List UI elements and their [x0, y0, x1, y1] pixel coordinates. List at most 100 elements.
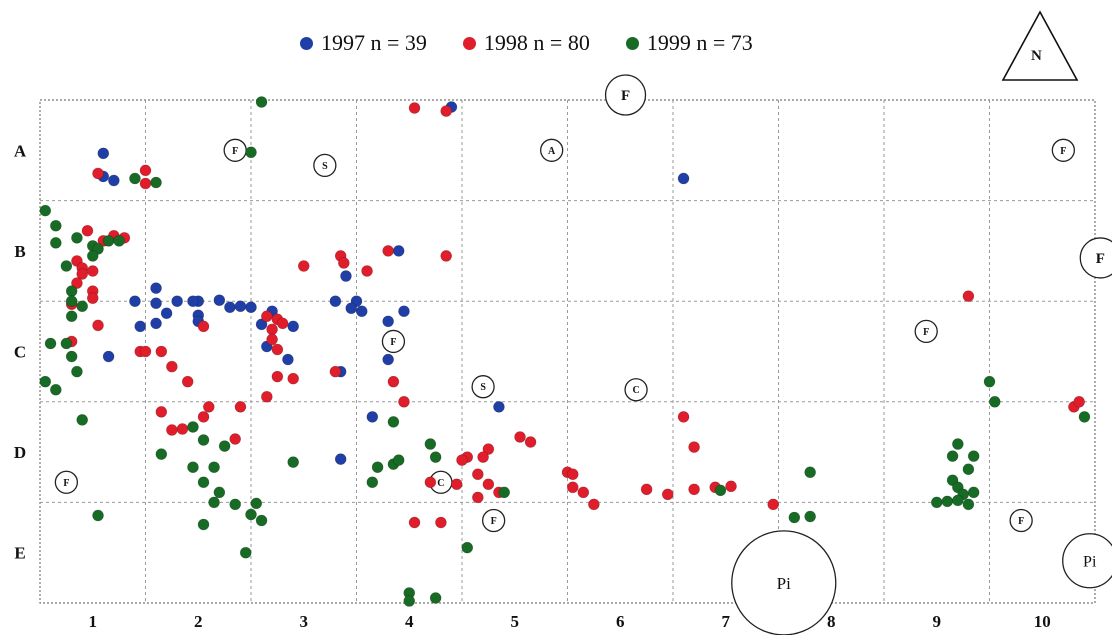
data-point-1998 [271, 343, 284, 356]
data-point-1999 [250, 497, 263, 510]
data-point-1999 [218, 440, 231, 452]
data-point-1997 [97, 147, 110, 160]
annotation-label: Pi [1083, 553, 1097, 570]
data-point-1999 [187, 461, 199, 473]
data-point-1998 [261, 390, 273, 403]
data-point-1998 [338, 257, 350, 269]
annotation-label: S [480, 382, 486, 393]
data-point-1999 [429, 592, 442, 604]
data-point-1998 [76, 268, 88, 280]
data-point-1998 [456, 454, 468, 466]
annotation-label: F [491, 516, 497, 527]
data-point-1998 [482, 443, 495, 455]
data-point-1997 [677, 172, 690, 185]
data-point-1998 [197, 411, 210, 423]
data-point-1999 [962, 463, 975, 476]
data-point-1998 [203, 401, 215, 413]
legend-item-1999: 1999 n = 73 [625, 30, 753, 56]
data-point-1999 [967, 486, 980, 499]
data-point-1999 [952, 494, 964, 507]
data-point-1998 [482, 478, 495, 491]
x-tick-label: 2 [194, 612, 203, 631]
data-point-1999 [229, 498, 241, 511]
data-point-1998 [176, 423, 189, 435]
data-point-1998 [92, 319, 104, 332]
data-point-1997 [224, 301, 236, 314]
data-point-1998 [688, 483, 700, 496]
data-point-1999 [197, 434, 210, 446]
data-point-1998 [139, 345, 152, 358]
data-point-1999 [65, 295, 78, 308]
data-point-1999 [113, 235, 125, 247]
data-point-1997 [398, 305, 410, 318]
annotation-circle [914, 319, 938, 344]
annotation-circle [624, 378, 648, 402]
x-tick-label: 5 [511, 612, 520, 631]
data-point-1999 [86, 250, 99, 262]
data-point-1998 [477, 451, 489, 463]
data-point-1999 [788, 511, 801, 524]
annotation-label: S [322, 161, 328, 172]
annotation-label: C [437, 478, 444, 489]
data-point-1999 [187, 421, 199, 433]
data-point-1998 [71, 277, 83, 289]
data-point-1998 [424, 476, 437, 489]
data-point-1999 [498, 486, 511, 499]
annotation-label: C [632, 385, 639, 396]
data-point-1998 [181, 375, 194, 388]
annotation-circle [1079, 237, 1112, 279]
data-point-1999 [50, 219, 62, 232]
data-point-1998 [287, 372, 300, 385]
annotation-circle [313, 153, 337, 178]
data-point-1999 [952, 438, 964, 450]
north-label: N [1031, 48, 1042, 64]
data-point-1998 [382, 245, 394, 257]
data-point-1997 [382, 315, 394, 328]
x-tick-label: 7 [722, 612, 731, 631]
data-point-1999 [71, 365, 83, 378]
chart-legend: 1997 n = 39 1998 n = 80 1999 n = 73 [300, 30, 753, 56]
data-point-1997 [382, 353, 394, 366]
data-point-1998 [725, 480, 737, 493]
data-point-1999 [71, 232, 83, 244]
data-point-1999 [39, 204, 52, 217]
data-point-1999 [371, 461, 384, 473]
data-point-1998 [677, 411, 690, 423]
data-point-1998 [398, 395, 410, 408]
data-point-1999 [429, 451, 442, 463]
data-point-1999 [76, 300, 88, 313]
data-point-1998 [139, 164, 152, 177]
legend-marker-1999 [625, 36, 639, 50]
x-tick-label: 8 [827, 612, 836, 631]
data-point-1999 [92, 509, 104, 522]
annotation-circle [381, 329, 406, 354]
data-point-1999 [39, 375, 52, 388]
data-point-1998 [408, 516, 421, 529]
data-point-1999 [946, 450, 959, 462]
data-point-1999 [403, 595, 416, 607]
annotation-label: F [232, 146, 238, 157]
data-point-1998 [1073, 395, 1085, 408]
data-point-1999 [129, 172, 141, 185]
data-point-1999 [102, 235, 115, 247]
data-point-1999 [988, 395, 1001, 408]
data-point-1997 [187, 295, 199, 308]
legend-item-1998: 1998 n = 80 [462, 30, 590, 56]
data-point-1999 [804, 510, 816, 523]
data-point-1999 [197, 476, 210, 489]
legend-marker-1997 [300, 36, 313, 50]
data-point-1999 [962, 498, 975, 511]
legend-label-1999: 1999 n = 73 [646, 30, 753, 55]
annotation-label: F [1096, 251, 1105, 267]
annotation-circle [481, 508, 506, 533]
data-point-1998 [155, 345, 168, 358]
data-point-1999 [76, 414, 88, 426]
north-arrow-icon [1001, 10, 1079, 81]
data-point-1997 [108, 174, 120, 187]
data-point-1999 [60, 260, 73, 272]
x-tick-label: 6 [616, 612, 625, 631]
x-tick-label: 3 [300, 612, 309, 631]
data-point-1999 [930, 496, 943, 509]
data-point-1998 [962, 290, 975, 302]
annotation-circle [1062, 533, 1112, 589]
